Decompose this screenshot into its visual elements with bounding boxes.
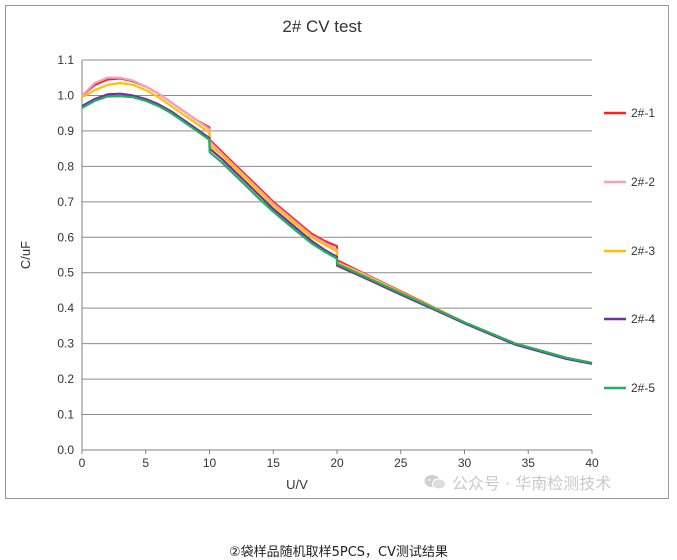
y-tick-label: 0.7 bbox=[57, 195, 74, 209]
x-tick-label: 40 bbox=[585, 456, 599, 470]
y-tick-label: 1.1 bbox=[57, 53, 74, 67]
series-line-5 bbox=[81, 95, 593, 364]
y-tick-label: 0.8 bbox=[57, 159, 74, 173]
chart-title: 2# CV test bbox=[282, 17, 362, 36]
y-tick-label: 0.9 bbox=[57, 124, 74, 138]
legend-label: 2#-5 bbox=[631, 381, 655, 395]
y-axis-label: C/uF bbox=[18, 241, 33, 269]
y-tick-label: 0.4 bbox=[57, 301, 74, 315]
y-tick-label: 0.1 bbox=[57, 408, 74, 422]
legend-label: 2#-4 bbox=[631, 312, 655, 326]
series-line-2 bbox=[81, 76, 593, 365]
y-tick-label: 0.3 bbox=[57, 337, 74, 351]
y-tick-label: 0.2 bbox=[57, 372, 74, 386]
x-axis-label: U/V bbox=[286, 477, 308, 492]
y-tick-label: 0.6 bbox=[57, 230, 74, 244]
watermark: 公众号 · 华南检测技术 bbox=[424, 470, 611, 494]
x-tick-label: 15 bbox=[267, 456, 281, 470]
figure-caption: ②袋样品随机取样5PCS，CV测试结果 bbox=[228, 545, 449, 560]
x-tick-label: 30 bbox=[458, 456, 472, 470]
wechat-icon bbox=[424, 475, 446, 490]
watermark-text: 公众号 · 华南检测技术 bbox=[452, 474, 612, 493]
legend-label: 2#-3 bbox=[631, 244, 655, 258]
legend-label: 2#-1 bbox=[631, 106, 655, 120]
x-tick-label: 5 bbox=[142, 456, 149, 470]
series-line-3 bbox=[81, 81, 593, 365]
y-tick-label: 1.0 bbox=[57, 88, 74, 102]
series-line-4 bbox=[81, 92, 593, 365]
legend-label: 2#-2 bbox=[631, 175, 655, 189]
x-tick-label: 20 bbox=[330, 456, 344, 470]
x-tick-label: 10 bbox=[203, 456, 217, 470]
x-tick-label: 25 bbox=[394, 456, 408, 470]
x-tick-label: 0 bbox=[79, 456, 86, 470]
x-tick-label: 35 bbox=[522, 456, 536, 470]
y-tick-label: 0.0 bbox=[57, 443, 74, 457]
y-tick-label: 0.5 bbox=[57, 266, 74, 280]
cv-chart: 0.0 0.1 0.2 0.3 0.4 0.5 0.6 0.7 0.8 0.9 1.0 1.1 0 5 10… bbox=[18, 17, 655, 492]
series-line-1 bbox=[81, 77, 593, 365]
